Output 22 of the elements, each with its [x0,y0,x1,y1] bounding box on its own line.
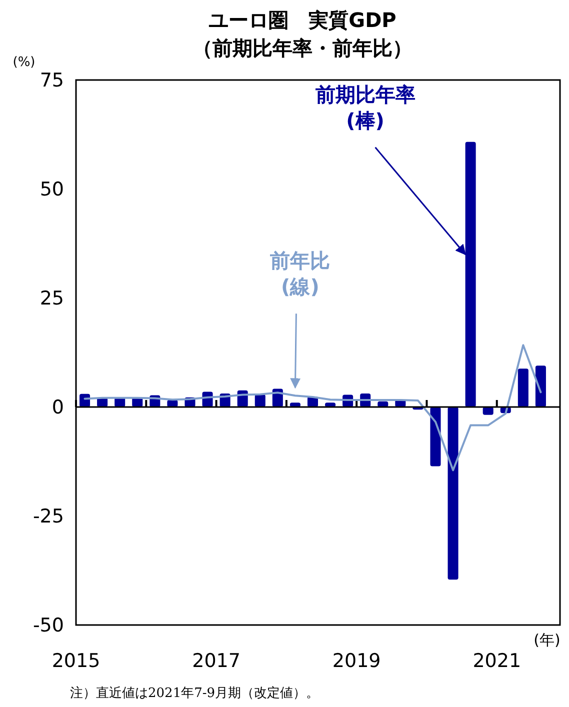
x-tick-label: 2015 [52,650,100,672]
annotation: 前期比年率 (棒) [314,82,416,132]
y-tick-label: 0 [52,396,64,419]
y-tick-label: -25 [32,506,64,528]
bar [448,407,458,580]
text: 注）直近値は2021年7-9月期（改定値）。 [70,686,320,701]
bar [430,407,441,466]
y-axis-title: (%) [12,55,36,70]
x-tick-label: 2021 [472,650,522,672]
x-tick-label: 2019 [332,650,381,672]
chart-subtitle: （前期比年率・前年比） [192,36,412,60]
y-tick-label: 25 [40,288,64,310]
bar [535,366,546,407]
x-axis-title: (年) [534,631,560,649]
y-tick-label: 75 [40,70,64,92]
y-tick-label: -50 [32,614,64,637]
bar [465,142,476,407]
chart-title: ユーロ圏 実質GDP [208,8,396,32]
x-tick-label: 2017 [192,650,240,672]
line-series [84,344,542,472]
y-tick-label: 50 [40,178,64,201]
bar [518,368,528,407]
